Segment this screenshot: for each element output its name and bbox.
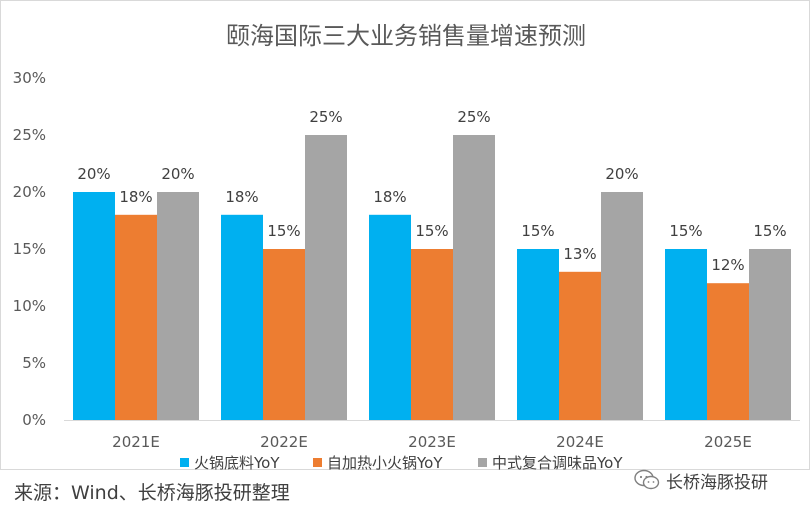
y-tick-label: 25% xyxy=(13,126,46,144)
bar xyxy=(263,249,305,420)
data-label: 25% xyxy=(309,108,342,126)
legend-swatch xyxy=(313,458,322,467)
y-tick-label: 10% xyxy=(13,297,46,315)
bar xyxy=(73,192,115,420)
data-label: 18% xyxy=(373,188,406,206)
data-label: 18% xyxy=(119,188,152,206)
bar xyxy=(517,249,559,420)
x-tick-label: 2022E xyxy=(260,433,308,451)
bar xyxy=(749,249,791,420)
data-label: 20% xyxy=(605,165,638,183)
bar xyxy=(453,135,495,420)
bar xyxy=(305,135,347,420)
y-axis: 0% 5% 10% 15% 20% 25% 30% xyxy=(13,69,46,429)
data-label: 25% xyxy=(457,108,490,126)
x-tick-label: 2025E xyxy=(704,433,752,451)
bar xyxy=(665,249,707,420)
data-label: 15% xyxy=(669,222,702,240)
bars xyxy=(73,135,791,420)
x-axis: 2021E 2022E 2023E 2024E 2025E xyxy=(112,433,752,451)
chart-frame xyxy=(0,0,810,470)
x-tick-label: 2024E xyxy=(556,433,604,451)
bar xyxy=(601,192,643,420)
bar xyxy=(411,249,453,420)
legend-label: 自加热小火锅YoY xyxy=(327,454,443,470)
legend-swatch xyxy=(478,458,487,467)
brand-mark: 长桥海豚投研 xyxy=(634,462,768,498)
data-label: 20% xyxy=(77,165,110,183)
data-label: 15% xyxy=(415,222,448,240)
data-label: 15% xyxy=(753,222,786,240)
legend-label: 中式复合调味品YoY xyxy=(492,454,623,470)
legend-swatch xyxy=(180,458,189,467)
data-labels: 20% 18% 20% 18% 15% 25% 18% 15% 25% 15% 13% 20% 15% 1… xyxy=(77,108,786,274)
source-note: 来源：Wind、长桥海豚投研整理 xyxy=(14,482,290,504)
x-tick-label: 2021E xyxy=(112,433,160,451)
y-tick-label: 20% xyxy=(13,183,46,201)
y-tick-label: 0% xyxy=(22,411,46,429)
bar xyxy=(707,283,749,420)
bar xyxy=(559,271,601,420)
brand-name: 长桥海豚投研 xyxy=(666,472,768,493)
y-tick-label: 15% xyxy=(13,240,46,258)
legend-label: 火锅底料YoY xyxy=(194,454,280,470)
legend: 火锅底料YoY 自加热小火锅YoY 中式复合调味品YoY xyxy=(180,454,623,470)
data-label: 13% xyxy=(563,245,596,263)
data-label: 20% xyxy=(161,165,194,183)
data-label: 15% xyxy=(267,222,300,240)
bar xyxy=(157,192,199,420)
bar xyxy=(115,214,157,420)
data-label: 12% xyxy=(711,256,744,274)
data-label: 15% xyxy=(521,222,554,240)
y-tick-label: 5% xyxy=(22,354,46,372)
data-label: 18% xyxy=(225,188,258,206)
bar xyxy=(221,214,263,420)
bar xyxy=(369,214,411,420)
y-tick-label: 30% xyxy=(13,69,46,87)
x-tick-label: 2023E xyxy=(408,433,456,451)
bar-chart: 颐海国际三大业务销售量增速预测 0% 5% 10% 15% 20% 25% 30% 20% 1… xyxy=(13,22,800,470)
wechat-icon xyxy=(634,469,660,491)
chart-title: 颐海国际三大业务销售量增速预测 xyxy=(226,22,586,50)
